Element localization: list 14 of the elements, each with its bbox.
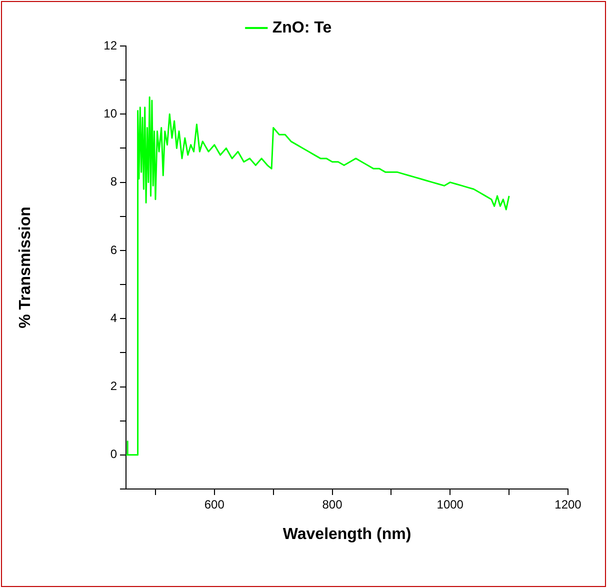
- x-tick-label: 800: [322, 498, 343, 512]
- y-tick-label: 4: [110, 310, 118, 325]
- y-tick-label: 10: [104, 106, 118, 120]
- y-tick-label: 6: [110, 242, 118, 257]
- legend-label: ZnO: Te: [272, 19, 332, 36]
- x-axis-title: Wavelength (nm): [282, 526, 412, 543]
- x-tick-label: 600: [204, 498, 225, 512]
- y-tick-label: 2: [110, 379, 118, 394]
- x-tick-label: 1000: [436, 498, 464, 512]
- y-tick-label: 12: [104, 38, 118, 52]
- x-tick-label: 1200: [554, 498, 582, 512]
- y-tick-label: 0: [110, 447, 118, 462]
- y-tick-label: 8: [110, 174, 118, 189]
- y-axis-title: % Transmission: [17, 206, 34, 328]
